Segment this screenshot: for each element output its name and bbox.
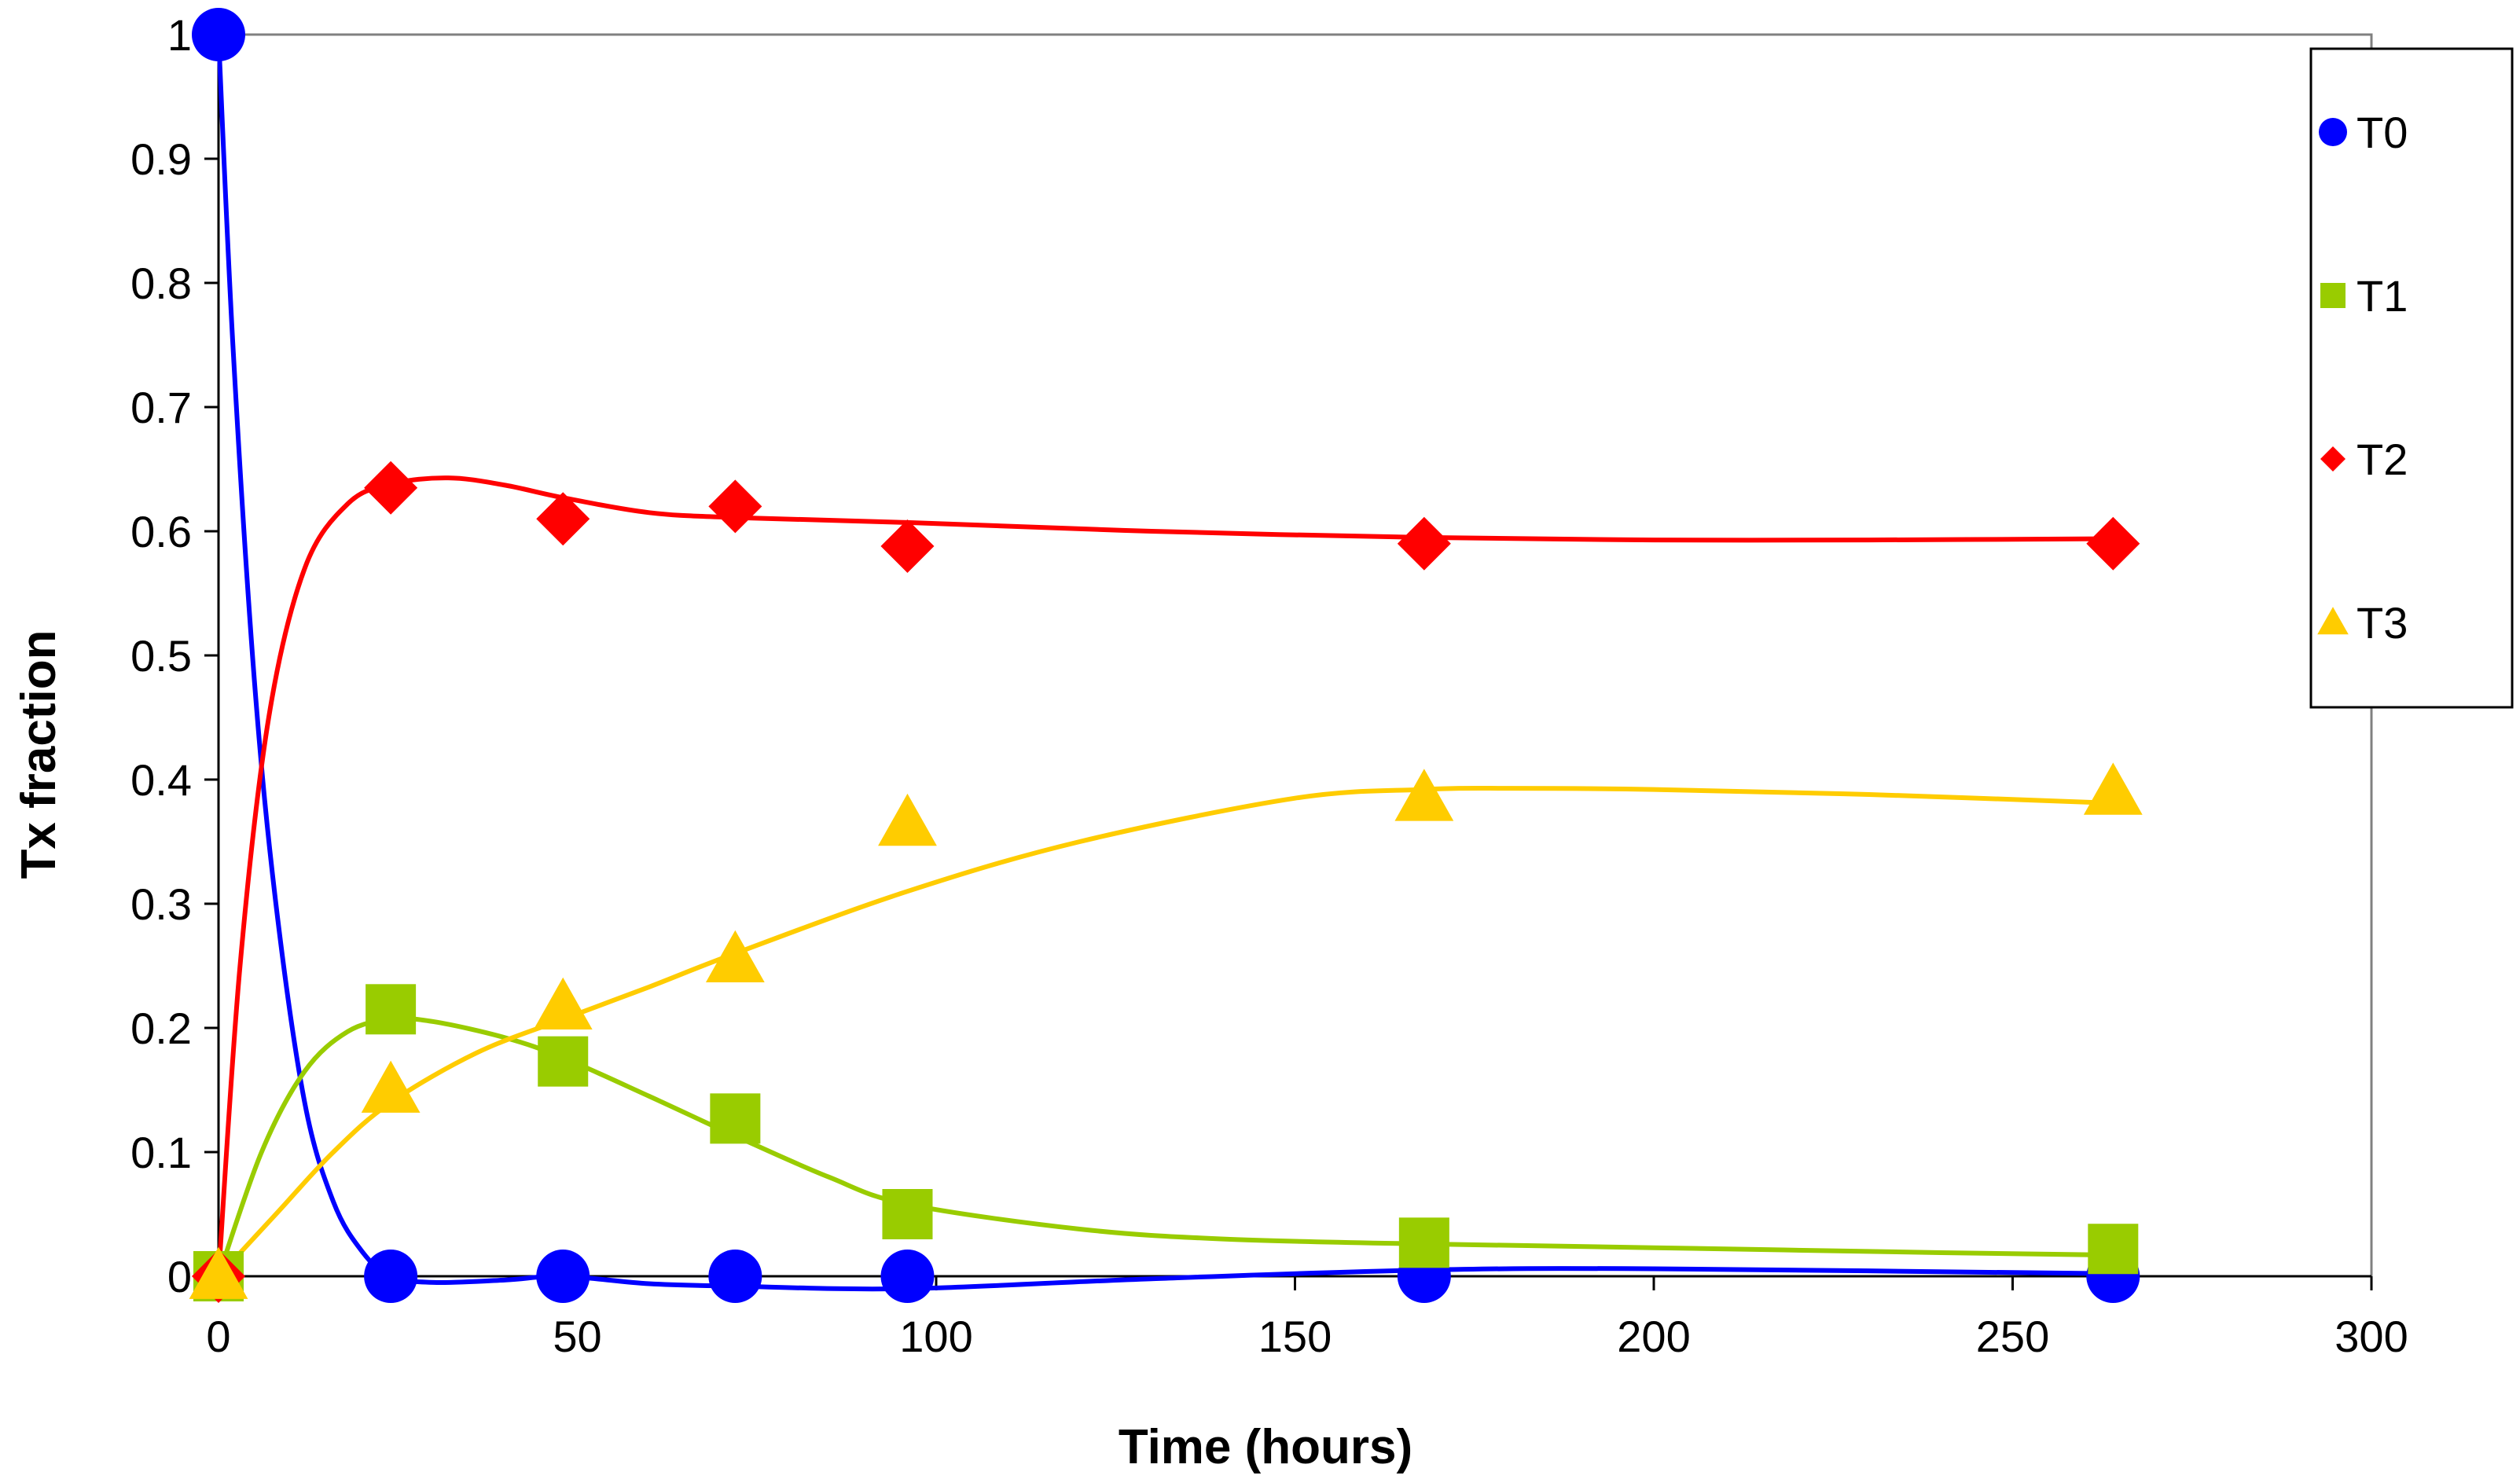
x-tick-label: 200 bbox=[1617, 1312, 1690, 1361]
point-t3 bbox=[189, 1246, 248, 1299]
y-tick-label: 0.5 bbox=[130, 631, 192, 681]
legend-label-t0: T0 bbox=[2357, 108, 2408, 157]
point-t1 bbox=[1398, 1217, 1449, 1268]
legend-box bbox=[2309, 47, 2514, 709]
legend-marker-t2 bbox=[2320, 446, 2346, 472]
y-tick-label: 0.4 bbox=[130, 755, 192, 805]
curve-t1 bbox=[216, 1015, 2114, 1277]
plot-frame bbox=[217, 33, 2373, 1278]
point-t2 bbox=[364, 461, 418, 515]
legend-marker-t1 bbox=[2320, 283, 2346, 308]
y-tick-label: 0.1 bbox=[130, 1128, 192, 1177]
legend-label-t3: T3 bbox=[2357, 598, 2408, 648]
point-t0 bbox=[364, 1250, 418, 1303]
legend-label-t1: T1 bbox=[2357, 271, 2408, 321]
point-t3 bbox=[533, 977, 593, 1030]
y-tick-label: 0 bbox=[167, 1252, 192, 1301]
point-t2 bbox=[2086, 516, 2140, 571]
point-t3 bbox=[361, 1060, 421, 1113]
x-tick-label: 100 bbox=[899, 1312, 972, 1361]
axes: 0 0.1 0.2 0.3 0.4 0.5 0.6 0.7 0.8 0.9 1 0 50 100 150 20… bbox=[130, 10, 2408, 1361]
legend-label-t2: T2 bbox=[2357, 435, 2408, 484]
point-t2 bbox=[536, 492, 590, 546]
point-t2 bbox=[1397, 516, 1451, 571]
y-tick-label: 0.9 bbox=[130, 134, 192, 184]
point-t3 bbox=[1394, 769, 1454, 821]
y-tick-label: 0.6 bbox=[130, 507, 192, 556]
point-t1 bbox=[2088, 1224, 2139, 1275]
legend: T0 T1 T2 T3 bbox=[2309, 47, 2514, 709]
data-markers bbox=[189, 8, 2143, 1303]
y-axis-title: Tx fraction bbox=[12, 630, 66, 879]
point-t1 bbox=[538, 1036, 589, 1087]
point-t2 bbox=[708, 479, 762, 534]
legend-marker-t3 bbox=[2317, 607, 2349, 635]
point-t0 bbox=[536, 1250, 590, 1303]
x-tick-label: 0 bbox=[206, 1312, 230, 1361]
curve-t2 bbox=[216, 475, 2114, 1277]
point-t3 bbox=[705, 930, 765, 982]
point-t1 bbox=[366, 984, 417, 1035]
y-tick-label: 0.2 bbox=[130, 1004, 192, 1053]
x-tick-label: 250 bbox=[1976, 1312, 2049, 1361]
y-tick-label: 0.3 bbox=[130, 879, 192, 929]
point-t0 bbox=[192, 8, 245, 61]
point-t0 bbox=[708, 1250, 762, 1303]
point-t3 bbox=[2083, 762, 2143, 815]
x-tick-label: 50 bbox=[553, 1312, 601, 1361]
y-tick-label: 0.8 bbox=[130, 259, 192, 308]
point-t1 bbox=[882, 1189, 933, 1239]
point-t1 bbox=[710, 1093, 761, 1144]
plot-area bbox=[217, 33, 2373, 1278]
y-tick-label: 1 bbox=[167, 10, 192, 60]
legend-marker-t0 bbox=[2319, 118, 2347, 146]
y-tick-label: 0.7 bbox=[130, 383, 192, 432]
point-t3 bbox=[878, 793, 937, 846]
point-t2 bbox=[880, 519, 935, 573]
x-tick-label: 300 bbox=[2334, 1312, 2408, 1361]
x-tick-label: 150 bbox=[1258, 1312, 1332, 1361]
point-t0 bbox=[880, 1250, 935, 1303]
x-axis-title: Time (hours) bbox=[1119, 1420, 1412, 1474]
